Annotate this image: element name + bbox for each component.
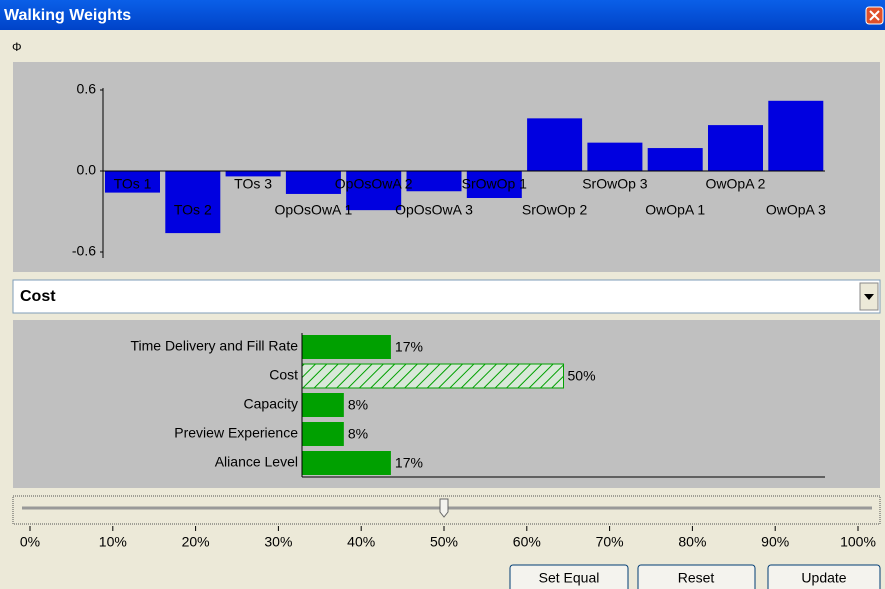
slider-thumb[interactable] bbox=[439, 498, 449, 518]
slider-tick-label: 60% bbox=[513, 534, 541, 550]
bar bbox=[165, 171, 221, 234]
slider-tick-label: 10% bbox=[99, 534, 127, 550]
title-bar bbox=[0, 0, 885, 30]
slider-tick-label: 40% bbox=[347, 534, 375, 550]
slider-tick-label: 0% bbox=[20, 534, 40, 550]
weight-bar bbox=[302, 451, 391, 475]
x-tick-label: OwOpA 1 bbox=[645, 202, 705, 218]
weights-panel bbox=[13, 320, 880, 488]
x-tick-label: TOs 2 bbox=[174, 202, 212, 218]
x-tick-label: SrOwOp 2 bbox=[522, 202, 588, 218]
button[interactable] bbox=[509, 564, 629, 589]
slider-tick-label: 70% bbox=[596, 534, 624, 550]
row-label: Aliance Level bbox=[215, 454, 298, 470]
y-tick-label: 0.6 bbox=[77, 81, 97, 97]
bar bbox=[647, 148, 703, 171]
x-tick-label: OwOpA 2 bbox=[706, 176, 766, 192]
bar bbox=[406, 171, 462, 192]
value-label: 17% bbox=[395, 455, 423, 471]
menu-icon[interactable]: Φ bbox=[12, 40, 22, 54]
slider-tick-label: 30% bbox=[264, 534, 292, 550]
row-label: Cost bbox=[269, 367, 298, 383]
slider-tick-label: 80% bbox=[678, 534, 706, 550]
x-tick-label: TOs 3 bbox=[234, 176, 272, 192]
close-icon bbox=[869, 10, 880, 21]
value-label: 17% bbox=[395, 339, 423, 355]
bar bbox=[587, 142, 643, 171]
button-label: Update bbox=[801, 570, 846, 586]
row-label: Time Delivery and Fill Rate bbox=[130, 338, 298, 354]
bar bbox=[346, 171, 402, 211]
x-tick-label: OwOpA 3 bbox=[766, 202, 826, 218]
dropdown[interactable] bbox=[12, 279, 881, 314]
weight-bar bbox=[302, 393, 344, 417]
slider-tick-label: 100% bbox=[840, 534, 876, 550]
bar bbox=[768, 100, 824, 171]
y-tick-label: 0.0 bbox=[77, 162, 97, 178]
value-label: 8% bbox=[348, 397, 368, 413]
button[interactable] bbox=[767, 564, 881, 589]
slider-tick-label: 90% bbox=[761, 534, 789, 550]
bar bbox=[527, 118, 583, 171]
bar bbox=[466, 171, 522, 198]
row-label: Capacity bbox=[244, 396, 298, 412]
bar bbox=[105, 171, 160, 193]
x-tick-label: OpOsOwA 1 bbox=[274, 202, 352, 218]
x-tick-label: TOs 1 bbox=[114, 176, 152, 192]
dropdown-arrow bbox=[864, 294, 874, 300]
window-title: Walking Weights bbox=[4, 7, 131, 24]
button-label: Set Equal bbox=[539, 570, 600, 586]
value-label: 8% bbox=[348, 426, 368, 442]
slider-tick-label: 50% bbox=[430, 534, 458, 550]
bar bbox=[708, 125, 763, 171]
dropdown-value: Cost bbox=[20, 288, 56, 305]
y-tick-label: -0.6 bbox=[72, 243, 96, 259]
x-tick-label: OpOsOwA 2 bbox=[335, 176, 413, 192]
x-tick-label: SrOwOp 3 bbox=[582, 176, 648, 192]
value-label: 50% bbox=[568, 368, 596, 384]
x-tick-label: OpOsOwA 3 bbox=[395, 202, 473, 218]
slider-frame bbox=[12, 495, 881, 525]
weight-bar bbox=[302, 422, 344, 446]
bar bbox=[225, 171, 281, 177]
slider-tick-label: 20% bbox=[182, 534, 210, 550]
row-label: Preview Experience bbox=[174, 425, 298, 441]
button[interactable] bbox=[637, 564, 756, 589]
weight-bar bbox=[301, 363, 564, 389]
weight-bar bbox=[302, 335, 391, 359]
x-tick-label: SrOwOp 1 bbox=[462, 176, 528, 192]
bar bbox=[285, 171, 341, 194]
button-label: Reset bbox=[678, 570, 715, 586]
